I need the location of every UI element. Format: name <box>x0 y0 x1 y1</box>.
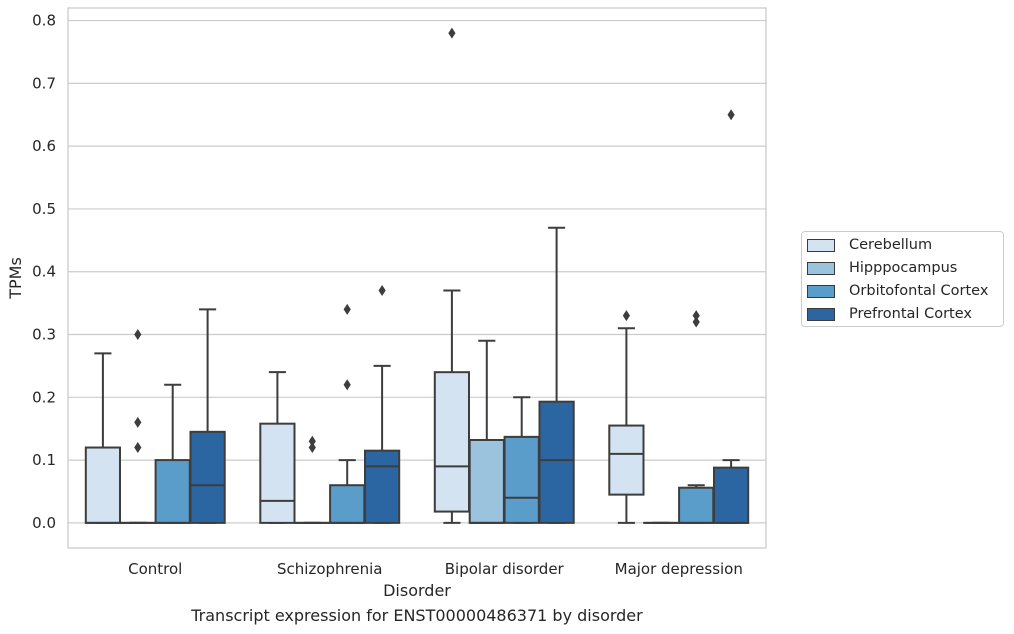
outlier-point <box>308 442 316 454</box>
y-tick-label: 0.4 <box>32 263 56 281</box>
box-body <box>433 371 471 513</box>
box-group <box>84 352 122 524</box>
legend-item-cerebellum: Cerebellum <box>807 235 932 255</box>
box-body <box>538 400 575 524</box>
legend-swatch <box>807 238 835 252</box>
legend-label: Cerebellum <box>849 237 933 253</box>
box-group <box>154 383 191 524</box>
y-tick-label: 0.0 <box>32 514 56 532</box>
y-tick-label: 0.7 <box>32 74 56 92</box>
box-group <box>119 329 156 524</box>
box-group <box>363 285 401 524</box>
box-body <box>468 439 505 524</box>
outlier-point <box>692 310 700 322</box>
box-body <box>189 430 226 524</box>
x-tick-label: Major depression <box>615 560 743 578</box>
box-body <box>363 449 401 524</box>
outlier-point <box>622 310 630 322</box>
chart-title: Transcript expression for ENST0000048637… <box>191 606 643 625</box>
box-group <box>608 310 645 524</box>
outlier-point <box>134 416 142 428</box>
box-body <box>712 466 750 524</box>
legend-label: Hipppocampus <box>849 260 958 276</box>
box-group <box>468 339 505 524</box>
legend-swatch <box>807 307 835 321</box>
legend-item-orbitofrontal-cortex: Orbitofontal Cortex <box>807 281 988 301</box>
outlier-point <box>343 379 351 391</box>
box-body <box>503 435 540 524</box>
outlier-point <box>308 435 316 447</box>
x-tick-labels: Control Schizophrenia Bipolar disorder Majo… <box>128 560 743 578</box>
y-tick-label: 0.6 <box>32 137 56 155</box>
y-tick-label: 0.8 <box>32 12 56 30</box>
outlier-point <box>378 285 386 297</box>
outlier-point <box>692 316 700 328</box>
outlier-point <box>134 329 142 341</box>
x-tick-label: Schizophrenia <box>277 560 382 578</box>
y-tick-label: 0.3 <box>32 326 56 344</box>
box-series <box>84 27 750 524</box>
x-tick-label: Control <box>128 560 182 578</box>
outlier-point <box>448 27 456 39</box>
y-tick-label: 0.1 <box>32 451 56 469</box>
legend-label: Orbitofontal Cortex <box>849 283 989 299</box>
y-tick-label: 0.5 <box>32 200 56 218</box>
box-group <box>189 308 226 524</box>
box-body <box>154 459 191 524</box>
box-group <box>433 27 471 524</box>
legend: Cerebellum Hipppocampus Orbitofontal Cor… <box>801 231 1004 327</box>
outlier-point <box>727 109 735 121</box>
box-group <box>538 226 575 524</box>
outlier-point <box>134 442 142 454</box>
box-group <box>259 371 296 524</box>
box-group <box>503 396 540 524</box>
legend-label: Prefrontal Cortex <box>849 306 972 322</box>
legend-swatch <box>807 261 835 275</box>
outlier-point <box>343 303 351 315</box>
box-body <box>259 422 296 524</box>
box-body <box>329 484 366 524</box>
box-group <box>329 303 366 524</box>
x-tick-label: Bipolar disorder <box>445 560 565 578</box>
y-axis-label: TPMs <box>6 257 25 300</box>
x-axis-label: Disorder <box>383 581 451 600</box>
plot-frame <box>67 7 767 549</box>
y-tick-labels: 0.0 0.1 0.2 0.3 0.4 0.5 0.6 0.7 0.8 <box>32 12 56 532</box>
legend-swatch <box>807 284 835 298</box>
box-body <box>84 446 122 524</box>
box-body <box>608 424 645 496</box>
box-body <box>678 486 715 524</box>
box-group <box>678 310 715 524</box>
y-tick-label: 0.2 <box>32 388 56 406</box>
box-group <box>294 435 331 524</box>
box-group <box>712 109 750 524</box>
legend-item-hippocampus: Hipppocampus <box>807 258 957 278</box>
legend-item-prefrontal-cortex: Prefrontal Cortex <box>807 304 972 324</box>
